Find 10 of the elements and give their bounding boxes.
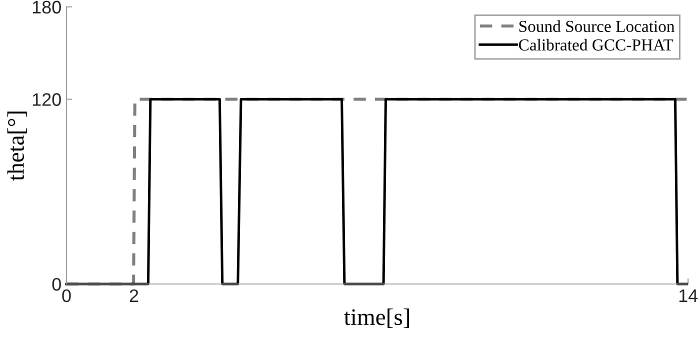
y-tick-label: 0 xyxy=(52,278,61,291)
y-tick-label: 180 xyxy=(32,0,61,14)
x-tick-label: 2 xyxy=(130,289,138,302)
legend-label: Sound Source Location xyxy=(519,20,675,32)
x-tick-label: 0 xyxy=(62,289,71,302)
legend-label: Calibrated GCC-PHAT xyxy=(519,38,674,51)
x-tick-label: 14 xyxy=(679,290,698,302)
x-axis-title: time[s] xyxy=(344,308,409,328)
y-tick-label: 120 xyxy=(32,93,61,106)
y-axis-title: theta[°] xyxy=(7,112,27,181)
